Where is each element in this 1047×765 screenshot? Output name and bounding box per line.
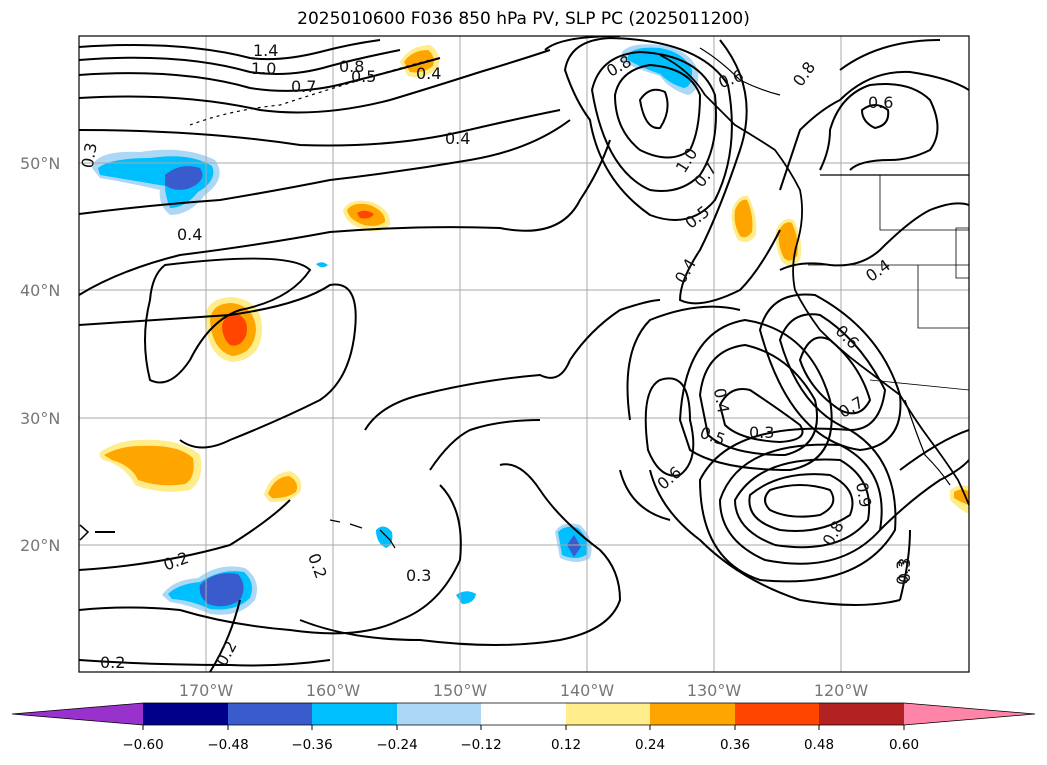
colorbar-segment <box>143 703 228 725</box>
colorbar-segment <box>481 703 566 725</box>
lon-label: 140°W <box>560 681 615 700</box>
contour-label: 0.4 <box>177 225 202 244</box>
colorbar-tick-label: 0.60 <box>889 737 919 753</box>
contour-label: 1.4 <box>253 41 278 60</box>
colorbar: −0.60 −0.48 −0.36 −0.24 −0.12 0.12 0.24 … <box>11 702 1036 753</box>
contour-label: 0.4 <box>710 387 733 415</box>
pv-shade <box>734 199 753 238</box>
pv-shade <box>222 313 247 346</box>
pv-shade <box>456 591 476 604</box>
lon-label: 120°W <box>814 681 869 700</box>
lat-label: 30°N <box>20 409 60 428</box>
lon-label: 130°W <box>687 681 742 700</box>
colorbar-segment <box>650 703 735 725</box>
pv-shade <box>268 476 298 499</box>
lon-label: 170°W <box>179 681 234 700</box>
contour-label: 0.2 <box>100 653 125 672</box>
lat-label: 40°N <box>20 281 60 300</box>
chart-title: 2025010600 F036 850 hPa PV, SLP PC (2025… <box>297 9 750 29</box>
colorbar-segment <box>819 703 904 725</box>
pv-shade <box>954 489 969 505</box>
colorbar-segment <box>397 703 481 725</box>
colorbar-tick-label: 0.24 <box>635 737 665 753</box>
contour-label: 0.3 <box>749 423 774 442</box>
colorbar-extend-low <box>12 703 143 725</box>
colorbar-tick-label: −0.60 <box>122 737 163 753</box>
colorbar-tick-label: −0.12 <box>460 737 501 753</box>
pv-shade <box>199 573 244 607</box>
lon-label: 160°W <box>306 681 361 700</box>
contour-label: 0.5 <box>351 67 376 86</box>
contour-label: 0.4 <box>445 129 470 148</box>
colorbar-segment <box>735 703 819 725</box>
contour-label: 0.3 <box>895 558 914 583</box>
contour-label: 0.9 <box>852 481 875 509</box>
slp-contours <box>79 36 969 672</box>
colorbar-tick-label: −0.24 <box>376 737 417 753</box>
contour-label: 0.6 <box>868 93 893 112</box>
colorbar-segment <box>312 703 397 725</box>
contour-label: 0.3 <box>406 566 431 585</box>
contour-label: 0.3 <box>78 141 101 169</box>
pv-shade <box>165 166 203 190</box>
pv-shade <box>104 445 194 486</box>
pv-shade <box>316 262 328 268</box>
map-frame <box>78 35 970 673</box>
contour-label: 0.7 <box>291 77 316 96</box>
contour-label: 0.4 <box>416 64 441 83</box>
pv-shade <box>376 526 393 548</box>
lat-label: 20°N <box>20 536 60 555</box>
contour-label: 0.8 <box>339 57 364 76</box>
colorbar-tick-label: 0.48 <box>804 737 834 753</box>
colorbar-segment <box>228 703 312 725</box>
contour-label: 0.3 <box>893 560 912 585</box>
longitude-labels: 170°W 160°W 150°W 140°W 130°W 120°W <box>179 681 869 700</box>
pv-shade <box>567 535 581 557</box>
pv-shade <box>778 222 798 261</box>
latitude-labels: 50°N 40°N 30°N 20°N <box>20 154 60 555</box>
lon-label: 150°W <box>433 681 488 700</box>
lat-label: 50°N <box>20 154 60 173</box>
colorbar-tick-label: 0.12 <box>551 737 581 753</box>
colorbar-tick-label: −0.36 <box>291 737 332 753</box>
contour-label: 1.0 <box>251 59 276 78</box>
pv-shade <box>357 210 374 219</box>
colorbar-tick-label: −0.48 <box>207 737 248 753</box>
colorbar-extend-high <box>904 703 1035 725</box>
colorbar-segment <box>566 703 650 725</box>
colorbar-tick-label: 0.36 <box>720 737 750 753</box>
